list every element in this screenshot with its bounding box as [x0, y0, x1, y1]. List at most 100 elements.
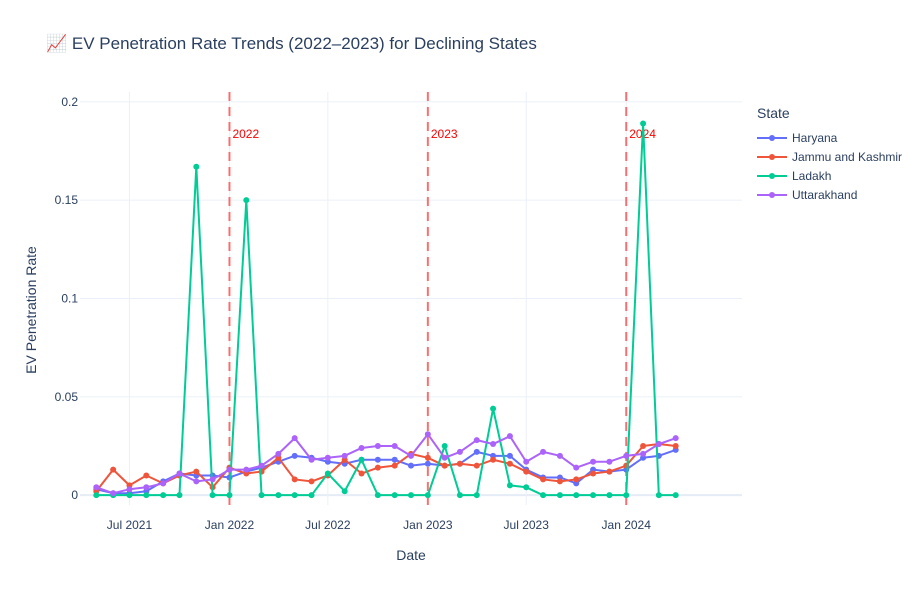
data-point-uttarakhand: [456, 448, 463, 455]
data-point-uttarakhand: [540, 448, 547, 455]
data-point-uttarakhand: [308, 456, 315, 463]
x-tick-label: Jul 2022: [305, 518, 351, 532]
legend: State Haryana Jammu and Kashmir Ladakh U…: [757, 105, 902, 204]
data-point-uttarakhand: [473, 437, 480, 444]
data-point-haryana: [374, 456, 381, 463]
data-point-ladakh: [308, 492, 315, 499]
series-line-haryana: [96, 448, 677, 495]
data-point-haryana: [424, 460, 431, 467]
data-point-ladakh: [176, 492, 183, 499]
data-point-ladakh: [590, 492, 597, 499]
x-tick-label: Jul 2021: [107, 518, 153, 532]
data-point-ladakh: [523, 484, 530, 491]
series-group: [93, 120, 679, 499]
legend-label-haryana: Haryana: [792, 130, 838, 145]
data-point-uttarakhand: [490, 441, 497, 448]
data-point-jammu-and-kashmir: [441, 462, 448, 469]
year-marker-label: 2023: [431, 127, 458, 141]
legend-item-jammu-and-kashmir[interactable]: Jammu and Kashmir: [757, 147, 902, 166]
chart-title: 📈 EV Penetration Rate Trends (2022–2023)…: [46, 34, 537, 53]
legend-item-haryana[interactable]: Haryana: [757, 128, 902, 147]
legend-label-uttarakhand: Uttarakhand: [792, 187, 858, 202]
data-point-uttarakhand: [441, 454, 448, 461]
data-point-jammu-and-kashmir: [672, 443, 679, 449]
data-point-jammu-and-kashmir: [606, 468, 613, 475]
data-point-jammu-and-kashmir: [640, 443, 647, 449]
y-tick-label: 0: [71, 488, 78, 502]
y-tick-label: 0.1: [61, 292, 78, 306]
data-point-ladakh: [623, 492, 630, 499]
x-axis-ticks: Jul 2021 Jan 2022 Jul 2022 Jan 2023 Jul 2023…: [107, 518, 651, 532]
data-point-ladakh: [143, 492, 150, 499]
legend-swatch-haryana: [757, 134, 787, 141]
data-point-ladakh: [441, 443, 448, 449]
data-point-uttarakhand: [506, 433, 513, 440]
data-point-uttarakhand: [243, 466, 250, 473]
data-point-jammu-and-kashmir: [110, 466, 117, 473]
data-point-ladakh: [258, 492, 265, 499]
data-point-uttarakhand: [275, 450, 282, 457]
data-point-uttarakhand: [93, 484, 100, 491]
series-line-uttarakhand: [95, 433, 677, 495]
legend-item-uttarakhand[interactable]: Uttarakhand: [757, 185, 902, 204]
x-tick-label: Jan 2023: [403, 518, 453, 532]
data-point-ladakh: [341, 488, 348, 495]
legend-label-jammu-and-kashmir: Jammu and Kashmir: [792, 149, 903, 164]
legend-label-ladakh: Ladakh: [792, 168, 832, 183]
data-point-ladakh: [424, 492, 431, 499]
data-point-ladakh: [473, 492, 480, 499]
data-point-uttarakhand: [590, 458, 597, 465]
y-tick-label: 0.05: [55, 390, 79, 404]
data-point-haryana: [408, 462, 414, 469]
data-point-ladakh: [391, 492, 398, 499]
data-point-ladakh: [556, 492, 563, 499]
x-tick-label: Jan 2024: [602, 518, 652, 532]
data-point-uttarakhand: [341, 452, 348, 459]
data-point-ladakh: [490, 405, 497, 412]
data-point-uttarakhand: [160, 480, 167, 487]
data-point-ladakh: [672, 492, 679, 499]
legend-swatch-uttarakhand: [757, 191, 787, 198]
data-point-uttarakhand: [573, 464, 580, 471]
data-point-jammu-and-kashmir: [193, 468, 200, 475]
data-point-ladakh: [374, 492, 381, 499]
data-point-uttarakhand: [176, 470, 183, 477]
data-point-ladakh: [275, 492, 282, 499]
data-point-jammu-and-kashmir: [374, 464, 381, 471]
data-point-ladakh: [640, 120, 647, 127]
data-point-jammu-and-kashmir: [291, 476, 298, 483]
data-point-uttarakhand: [209, 476, 216, 483]
data-point-uttarakhand: [324, 454, 331, 461]
data-point-jammu-and-kashmir: [143, 472, 150, 479]
data-point-jammu-and-kashmir: [540, 476, 547, 483]
data-point-uttarakhand: [556, 452, 563, 459]
data-point-uttarakhand: [424, 431, 431, 438]
legend-swatch-ladakh: [757, 172, 787, 179]
data-point-haryana: [291, 452, 298, 459]
data-point-ladakh: [540, 492, 547, 499]
x-tick-label: Jan 2022: [205, 518, 255, 532]
series-line-jammu-and-kashmir: [95, 443, 676, 492]
data-point-uttarakhand: [672, 435, 679, 442]
data-point-uttarakhand: [193, 478, 200, 485]
data-point-jammu-and-kashmir: [523, 468, 530, 475]
legend-item-ladakh[interactable]: Ladakh: [757, 166, 902, 185]
data-point-jammu-and-kashmir: [490, 456, 497, 463]
y-tick-label: 0.2: [61, 95, 78, 109]
year-marker-lines: 2022 2023 2024: [228, 92, 656, 505]
data-point-uttarakhand: [258, 462, 265, 469]
data-point-jammu-and-kashmir: [358, 470, 365, 477]
year-marker-label: 2022: [232, 127, 259, 141]
data-point-uttarakhand: [110, 490, 117, 497]
data-point-ladakh: [573, 492, 580, 499]
data-point-haryana: [506, 452, 513, 459]
data-point-jammu-and-kashmir: [473, 462, 480, 469]
data-point-ladakh: [209, 492, 216, 499]
data-point-uttarakhand: [358, 444, 365, 451]
data-point-uttarakhand: [291, 435, 298, 442]
legend-swatch-jammu-and-kashmir: [757, 153, 787, 160]
data-point-ladakh: [226, 492, 233, 499]
data-point-uttarakhand: [606, 458, 613, 465]
data-point-uttarakhand: [226, 466, 233, 473]
